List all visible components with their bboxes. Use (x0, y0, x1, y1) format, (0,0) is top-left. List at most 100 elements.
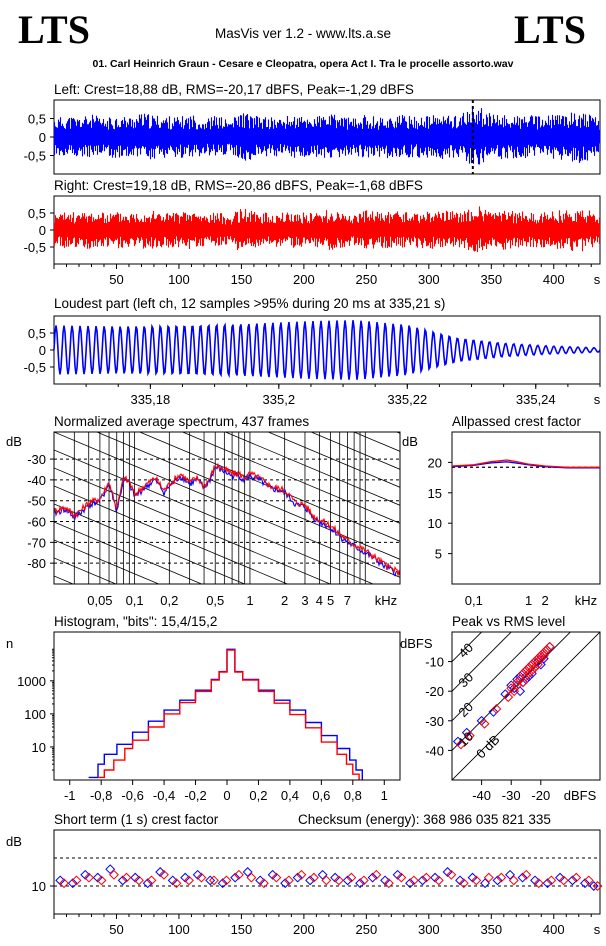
y-tick-label: 10 (428, 516, 442, 531)
pvr-point (538, 653, 549, 664)
spectrum-title: Normalized average spectrum, 437 frames (54, 414, 310, 429)
x-tick-label: 335,2 (263, 392, 296, 407)
pvr-point (526, 659, 537, 670)
crest-point (555, 872, 565, 883)
x-tick-label: 0,6 (312, 788, 330, 803)
crest-point (496, 872, 507, 883)
crest-point (508, 875, 519, 886)
crest-point (467, 872, 478, 883)
crest-title: Allpassed crest factor (452, 414, 582, 429)
x-tick-label: 50 (109, 272, 123, 287)
crest-point (96, 875, 107, 886)
crest-point (396, 872, 407, 883)
crest-point (355, 878, 366, 889)
crest-point (296, 869, 307, 880)
x-tick-label: 1 (246, 593, 253, 608)
x-tick-label: 0,5 (206, 593, 224, 608)
y-label: dB (402, 434, 418, 449)
crest-point (84, 872, 94, 883)
crest-diagonal (452, 632, 600, 780)
y-label: dBFS (400, 636, 433, 651)
x-tick-label: 0,8 (344, 788, 362, 803)
pvr-point (526, 665, 537, 676)
crest-point (471, 875, 482, 886)
slope-line (54, 432, 400, 578)
x-tick-label: 335,18 (130, 392, 170, 407)
pvr-point (544, 641, 555, 652)
pvr-point (524, 662, 534, 673)
crest-point (183, 875, 194, 886)
crest-series (451, 459, 600, 468)
x-tick-label: 150 (231, 272, 253, 287)
pvr-point (479, 718, 490, 729)
crest-point (405, 878, 416, 889)
y-tick-label: -0,5 (24, 240, 46, 255)
y-tick-label: 0 (39, 343, 46, 358)
crest-point (492, 875, 503, 886)
slope-line (181, 432, 400, 524)
plot-frame (451, 431, 601, 585)
crest-point (371, 869, 382, 880)
pvr-point (500, 689, 511, 700)
crest-point (480, 878, 491, 889)
x-tick-label: 350 (480, 272, 502, 287)
x-tick-label: 0 (223, 788, 230, 803)
slope-line (54, 612, 400, 757)
pvr-grid (452, 632, 600, 780)
x-tick-label: -0,2 (184, 788, 206, 803)
crest-point (283, 875, 294, 886)
crest-point (192, 869, 203, 880)
x-tick-label: -40 (472, 788, 491, 803)
crest-point (380, 875, 391, 886)
x-tick-label: 250 (356, 272, 378, 287)
histogram-chart: n 1000 100 10 -1 -0,8 -0,6 -0,4 -0,2 0 0,2 0,4 0,6 0,… (6, 631, 401, 803)
right-waveform-title: Right: Crest=19,18 dB, RMS=-20,86 dBFS, … (54, 178, 423, 193)
crest-point (233, 869, 244, 880)
crest-point (155, 867, 166, 877)
crest-point (142, 878, 153, 889)
pvr-point (521, 665, 531, 676)
crest-diagonal (452, 632, 542, 722)
x-tick-label: 300 (418, 922, 440, 937)
y-tick-label: -20 (425, 684, 444, 699)
crest-point (280, 878, 291, 889)
crest-point (208, 875, 219, 886)
logo-left: LTS (18, 7, 90, 52)
short-crest-title: Short term (1 s) crest factor (54, 812, 219, 827)
y-tick-label: 10 (32, 740, 46, 755)
y-label: dB (6, 434, 22, 449)
x-tick-label: 5 (327, 593, 334, 608)
crest-point (71, 875, 82, 886)
crest-point (458, 878, 469, 889)
right-waveform-chart: 0,5 0 -0,5 50 100 150 200 250 300 350 400 s (24, 195, 601, 287)
allpassed-crest-chart: dB 20 15 10 5 0,1 1 2 kHz (402, 431, 601, 608)
crest-point (242, 867, 253, 877)
diagonal-label: 0 dB (473, 732, 503, 762)
crest-point (333, 875, 344, 886)
x-tick-label: 0,4 (281, 788, 299, 803)
checksum: Checksum (energy): 368 986 035 821 335 (298, 812, 551, 827)
file-title: 01. Carl Heinrich Graun - Cesare e Cleop… (92, 58, 514, 70)
spectrum-series (54, 462, 400, 576)
histogram-series (88, 648, 363, 780)
y-tick-label: -10 (425, 655, 444, 670)
pvr-point (538, 650, 549, 661)
crest-point (121, 872, 132, 883)
slope-line (138, 432, 400, 542)
y-tick-label: 20 (428, 455, 442, 470)
y-tick-label: 0,5 (28, 206, 46, 221)
crest-point (546, 875, 557, 886)
x-tick-label: 250 (356, 922, 378, 937)
y-tick-label: -80 (27, 556, 46, 571)
x-tick-label: 350 (480, 922, 502, 937)
crest-point (530, 875, 540, 886)
diagonal-label: 20 (455, 699, 476, 720)
spectrum-chart: dB -30 -40 -50 -60 -70 -80 0,05 0,1 0,2 0,5 1 2 3 4 5 7 k… (6, 431, 401, 757)
crest-point (455, 875, 466, 886)
crest-point (446, 869, 457, 880)
slope-line (54, 557, 117, 584)
x-tick-label: 300 (418, 272, 440, 287)
x-tick-label: 150 (231, 922, 253, 937)
crest-point (580, 878, 590, 889)
